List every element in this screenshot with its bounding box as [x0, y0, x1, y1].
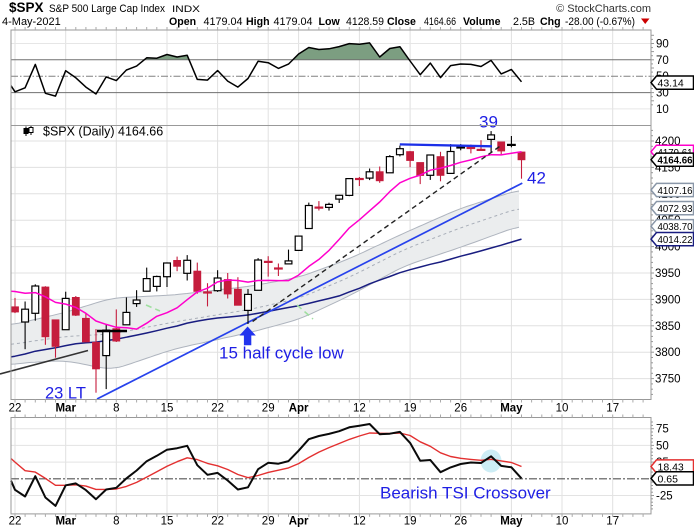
svg-text:3800: 3800	[655, 347, 681, 359]
svg-text:Bearish TSI Crossover: Bearish TSI Crossover	[380, 484, 551, 503]
svg-text:30: 30	[656, 88, 669, 100]
svg-text:10: 10	[556, 403, 569, 415]
svg-text:4164.66: 4164.66	[658, 155, 693, 167]
svg-text:15 half cycle low: 15 half cycle low	[219, 344, 344, 363]
svg-text:-25: -25	[656, 491, 673, 503]
svg-text:22: 22	[9, 516, 22, 528]
svg-text:High: High	[246, 16, 270, 28]
svg-text:2.5B: 2.5B	[513, 16, 535, 28]
svg-text:15: 15	[161, 403, 174, 415]
svg-text:$SPX: $SPX	[9, 0, 44, 15]
svg-text:26: 26	[454, 403, 467, 415]
svg-text:3950: 3950	[655, 268, 681, 280]
svg-text:42: 42	[527, 168, 546, 187]
svg-text:S&P 500 Large Cap Index: S&P 500 Large Cap Index	[49, 3, 165, 15]
svg-text:0.65: 0.65	[658, 473, 679, 485]
svg-text:12: 12	[353, 516, 366, 528]
svg-text:Open: Open	[169, 16, 196, 28]
svg-text:22: 22	[9, 403, 22, 415]
svg-text:3900: 3900	[655, 294, 681, 306]
svg-text:$SPX (Daily) 4164.66: $SPX (Daily) 4164.66	[43, 125, 163, 139]
svg-text:22: 22	[211, 403, 224, 415]
svg-text:26: 26	[454, 516, 467, 528]
svg-text:4072.93: 4072.93	[658, 203, 693, 215]
svg-text:10: 10	[556, 516, 569, 528]
svg-text:3750: 3750	[655, 374, 681, 386]
svg-text:May: May	[500, 516, 523, 528]
svg-text:Low: Low	[319, 16, 341, 28]
svg-text:18.43: 18.43	[658, 462, 684, 474]
svg-text:4014.22: 4014.22	[658, 234, 693, 246]
svg-text:4-May-2021: 4-May-2021	[2, 16, 61, 28]
svg-text:15: 15	[161, 516, 174, 528]
svg-text:19: 19	[404, 403, 417, 415]
svg-text:23 LT: 23 LT	[45, 385, 86, 403]
svg-text:4164.66: 4164.66	[424, 16, 456, 28]
svg-text:17: 17	[606, 516, 619, 528]
svg-text:29: 29	[262, 403, 275, 415]
svg-text:43.14: 43.14	[658, 78, 684, 90]
svg-text:4107.16: 4107.16	[658, 185, 693, 197]
svg-text:Apr: Apr	[289, 403, 309, 415]
svg-text:39: 39	[479, 113, 498, 132]
svg-text:75: 75	[656, 424, 669, 436]
svg-text:19: 19	[404, 516, 417, 528]
svg-text:10: 10	[656, 104, 669, 116]
svg-text:3850: 3850	[655, 321, 681, 333]
svg-text:Mar: Mar	[55, 516, 76, 528]
svg-text:Apr: Apr	[289, 516, 309, 528]
svg-text:70: 70	[656, 55, 669, 67]
svg-text:4179.04: 4179.04	[204, 16, 243, 28]
svg-text:8: 8	[113, 403, 119, 415]
svg-text:-28.00 (-0.67%): -28.00 (-0.67%)	[565, 16, 635, 28]
svg-text:4128.59: 4128.59	[346, 16, 384, 28]
svg-text:4179.04: 4179.04	[274, 16, 313, 28]
svg-text:Mar: Mar	[55, 403, 76, 415]
svg-text:17: 17	[606, 403, 619, 415]
svg-text:Close: Close	[387, 16, 416, 28]
svg-text:12: 12	[353, 403, 366, 415]
svg-text:Chg: Chg	[540, 16, 561, 28]
svg-text:May: May	[500, 403, 523, 415]
svg-text:Volume: Volume	[463, 16, 501, 28]
svg-text:INDX: INDX	[172, 4, 201, 15]
svg-text:50: 50	[656, 440, 669, 452]
svg-text:4038.70: 4038.70	[658, 221, 693, 233]
svg-text:8: 8	[113, 516, 119, 528]
svg-text:29: 29	[262, 516, 275, 528]
svg-text:90: 90	[656, 39, 669, 51]
svg-text:© StockCharts.com: © StockCharts.com	[556, 3, 651, 15]
svg-text:22: 22	[211, 516, 224, 528]
